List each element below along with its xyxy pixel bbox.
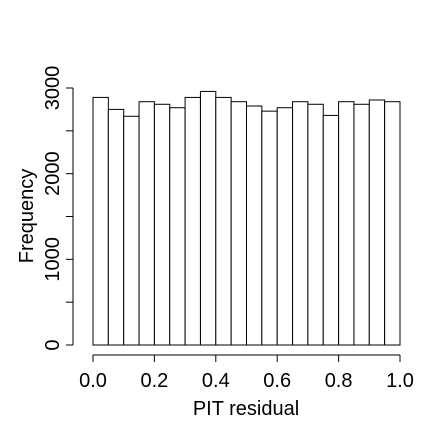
bar (184, 96, 201, 346)
bar (230, 101, 247, 346)
x-tick-label: 0.8 (325, 370, 353, 392)
x-tick-label: 0.6 (263, 370, 291, 392)
bar (246, 105, 263, 346)
bar (215, 96, 232, 346)
bar (368, 99, 386, 346)
x-tick-label: 0.0 (79, 370, 107, 392)
y-tick-label: 2000 (42, 151, 64, 196)
x-axis-label: PIT residual (193, 398, 299, 420)
y-tick-label: 1000 (42, 237, 64, 282)
x-tick-label: 1.0 (386, 370, 414, 392)
bar (169, 107, 186, 346)
bar (307, 103, 324, 346)
bar (338, 101, 355, 346)
x-tick-label: 0.2 (140, 370, 168, 392)
bar (322, 114, 340, 346)
bar (276, 107, 294, 346)
bar (384, 101, 401, 346)
bar (153, 103, 171, 346)
bar (353, 103, 370, 346)
y-tick-label: 0 (42, 339, 64, 350)
bar (292, 101, 309, 346)
x-tick-label: 0.4 (202, 370, 230, 392)
bar (123, 115, 140, 346)
y-axis-label: Frequency (16, 169, 38, 264)
bar (199, 90, 217, 346)
bar (261, 110, 278, 346)
bar (92, 96, 109, 346)
y-tick-label: 3000 (42, 66, 64, 111)
bar (138, 101, 155, 346)
bar (107, 108, 125, 346)
